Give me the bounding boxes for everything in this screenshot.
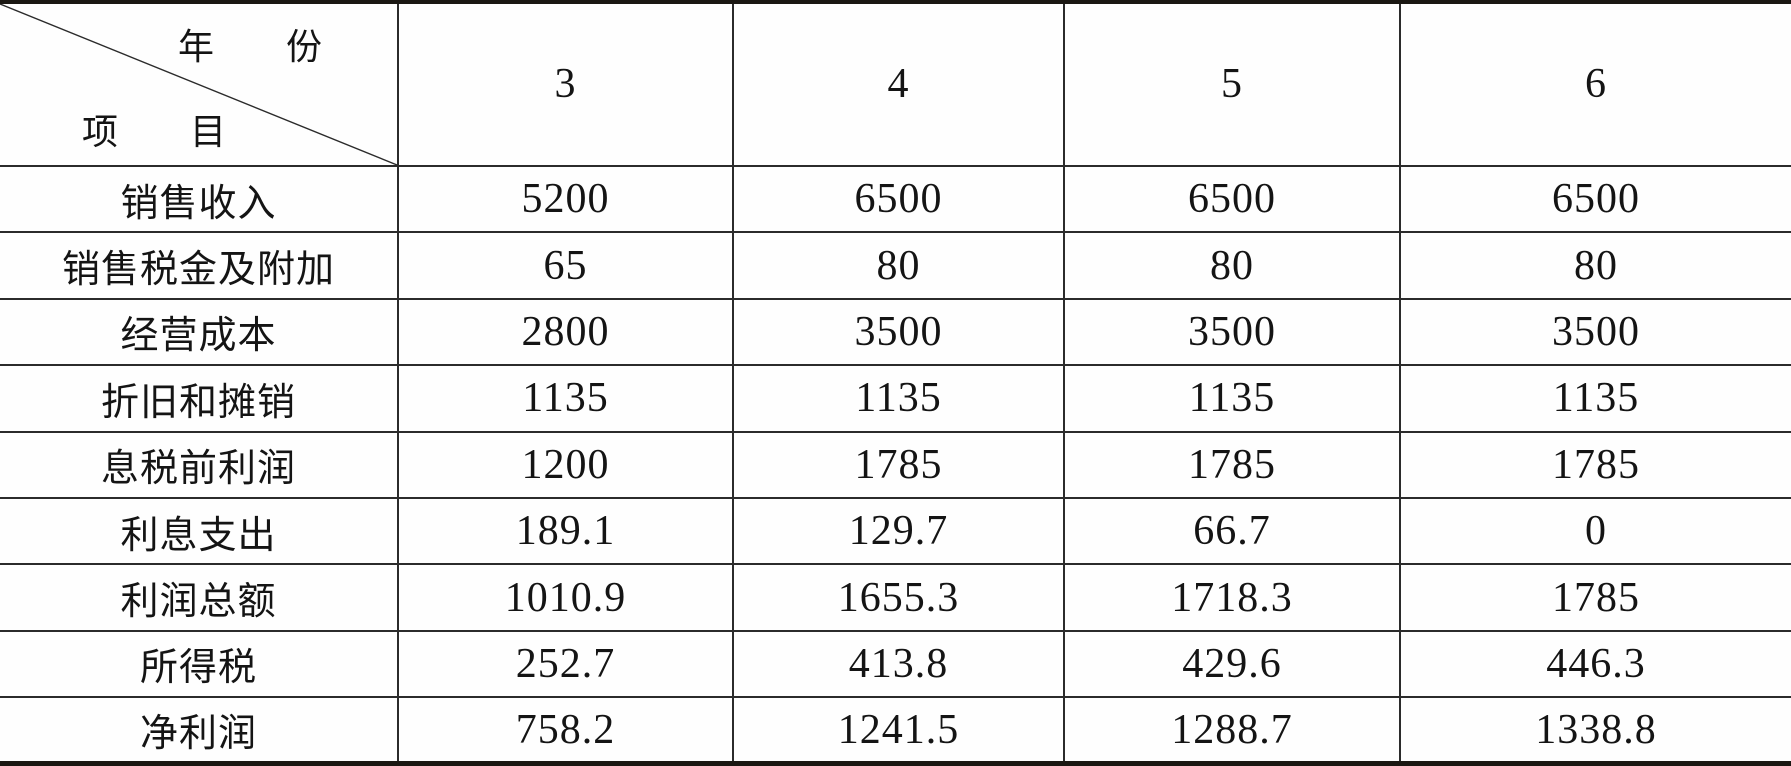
corner-item-axis-label: 项 目: [82, 111, 227, 152]
cell-value: 6500: [732, 164, 1065, 234]
cell-value: 1785: [1399, 563, 1791, 632]
row-label: 销售收入: [0, 164, 399, 234]
cell-value: 189.1: [397, 496, 734, 566]
table-row-income-tax: 所得税 252.7 413.8 429.6 446.3: [0, 629, 1791, 699]
cell-value: 1241.5: [732, 696, 1065, 765]
cell-value: 6500: [1399, 164, 1791, 234]
table-row-sales-revenue: 销售收入 5200 6500 6500 6500: [0, 164, 1791, 234]
cell-value: 129.7: [732, 496, 1065, 566]
cell-value: 1655.3: [732, 563, 1065, 632]
row-label: 销售税金及附加: [0, 231, 399, 300]
table-row-depreciation-amortization: 折旧和摊销 1135 1135 1135 1135: [0, 364, 1791, 433]
table-row-ebit: 息税前利润 1200 1785 1785 1785: [0, 430, 1791, 499]
cell-value: 1785: [732, 430, 1065, 499]
cell-value: 3500: [1399, 297, 1791, 367]
year-column-header: 3: [397, 1, 734, 167]
cell-value: 2800: [397, 297, 734, 367]
cell-value: 1135: [1399, 364, 1791, 433]
cell-value: 413.8: [732, 629, 1065, 699]
cell-value: 1718.3: [1063, 563, 1401, 632]
cell-value: 5200: [397, 164, 734, 234]
cell-value: 3500: [1063, 297, 1401, 367]
row-label: 净利润: [0, 696, 399, 765]
cell-value: 0: [1399, 496, 1791, 566]
cell-value: 3500: [732, 297, 1065, 367]
cell-value: 80: [1399, 231, 1791, 300]
cell-value: 1200: [397, 430, 734, 499]
cell-value: 252.7: [397, 629, 734, 699]
year-column-header: 6: [1399, 1, 1791, 167]
cell-value: 6500: [1063, 164, 1401, 234]
diagonal-divider-line: [0, 4, 397, 165]
cell-value: 758.2: [397, 696, 734, 765]
table-row-total-profit: 利润总额 1010.9 1655.3 1718.3 1785: [0, 563, 1791, 632]
cell-value: 1785: [1063, 430, 1401, 499]
row-label: 折旧和摊销: [0, 364, 399, 433]
row-label: 经营成本: [0, 297, 399, 367]
row-label: 利润总额: [0, 563, 399, 632]
cell-value: 1135: [397, 364, 734, 433]
cell-value: 1338.8: [1399, 696, 1791, 765]
year-column-header: 5: [1063, 1, 1401, 167]
cell-value: 1135: [1063, 364, 1401, 433]
header-row: 年 份 项 目 3 4 5 6: [0, 1, 1791, 167]
row-label: 所得税: [0, 629, 399, 699]
table-row-operating-cost: 经营成本 2800 3500 3500 3500: [0, 297, 1791, 367]
row-label: 息税前利润: [0, 430, 399, 499]
cell-value: 446.3: [1399, 629, 1791, 699]
row-label: 利息支出: [0, 496, 399, 566]
table-row-net-profit: 净利润 758.2 1241.5 1288.7 1338.8: [0, 696, 1791, 765]
cell-value: 1010.9: [397, 563, 734, 632]
cell-value: 65: [397, 231, 734, 300]
cell-value: 66.7: [1063, 496, 1401, 566]
year-column-header: 4: [732, 1, 1065, 167]
cell-value: 429.6: [1063, 629, 1401, 699]
diagonal-header-cell: 年 份 项 目: [0, 1, 399, 167]
cell-value: 80: [1063, 231, 1401, 300]
table-row-interest-expense: 利息支出 189.1 129.7 66.7 0: [0, 496, 1791, 566]
cell-value: 1785: [1399, 430, 1791, 499]
corner-year-axis-label: 年 份: [178, 27, 323, 67]
cell-value: 80: [732, 231, 1065, 300]
table-row-sales-tax-surcharge: 销售税金及附加 65 80 80 80: [0, 231, 1791, 300]
cell-value: 1135: [732, 364, 1065, 433]
cell-value: 1288.7: [1063, 696, 1401, 765]
